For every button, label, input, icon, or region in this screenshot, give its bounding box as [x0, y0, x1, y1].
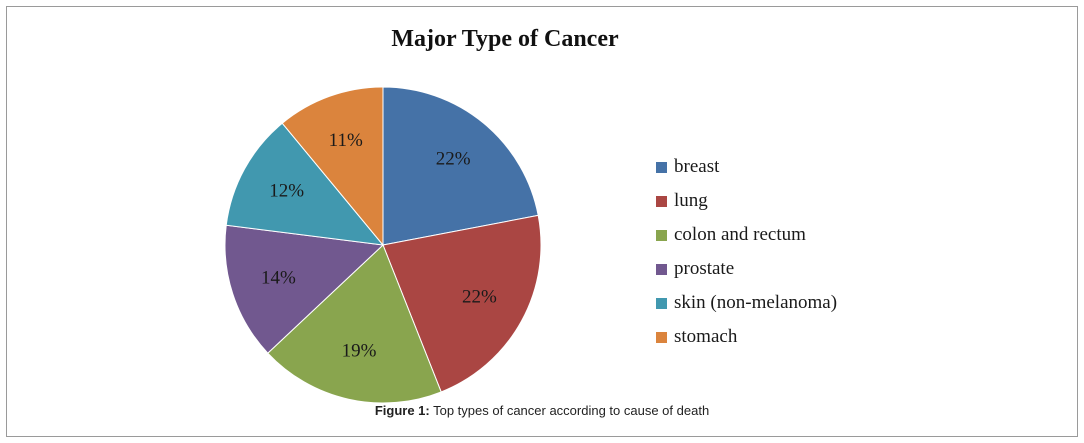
chart-legend: breast lung colon and rectum prostate skin (… [656, 150, 837, 354]
legend-label: breast [674, 156, 720, 177]
legend-item-stomach: stomach [656, 320, 837, 354]
chart-title: Major Type of Cancer [391, 26, 619, 52]
legend-swatch [656, 297, 667, 309]
legend-item-colon-and-rectum: colon and rectum [656, 218, 837, 252]
legend-item-skin-non-melanoma: skin (non-melanoma) [656, 286, 837, 320]
legend-swatch [656, 229, 667, 241]
figure-caption: Figure 1: Top types of cancer according … [0, 403, 1084, 418]
legend-label: colon and rectum [674, 224, 806, 245]
data-label-colon-and-rectum: 19% [342, 341, 377, 362]
legend-label: lung [674, 190, 708, 211]
figure-frame [6, 6, 1078, 437]
pie-slice-colon-and-rectum [267, 244, 442, 404]
data-label-skin-non-melanoma: 12% [269, 180, 304, 201]
data-label-prostate: 14% [261, 267, 296, 288]
legend-item-prostate: prostate [656, 252, 837, 286]
legend-label: stomach [674, 326, 738, 347]
legend-label: skin (non-melanoma) [674, 292, 838, 313]
legend-swatch [656, 331, 667, 343]
figure-caption-label: Figure 1: [374, 403, 430, 418]
legend-item-breast: breast [656, 150, 837, 184]
pie-slice-breast [382, 86, 539, 246]
legend-swatch [656, 195, 667, 207]
pie-slice-stomach [281, 86, 384, 247]
data-label-lung: 22% [462, 286, 497, 307]
data-label-breast: 22% [436, 149, 471, 170]
pie-slice-prostate [224, 224, 385, 354]
legend-swatch [656, 161, 667, 173]
figure-caption-text: Top types of cancer according to cause o… [429, 403, 710, 418]
legend-item-lung: lung [656, 184, 837, 218]
legend-swatch [656, 263, 667, 275]
legend-label: prostate [674, 258, 735, 279]
pie-slice-skin-non-melanoma [225, 122, 385, 246]
pie-slice-lung [382, 214, 542, 393]
data-label-stomach: 11% [329, 130, 363, 151]
